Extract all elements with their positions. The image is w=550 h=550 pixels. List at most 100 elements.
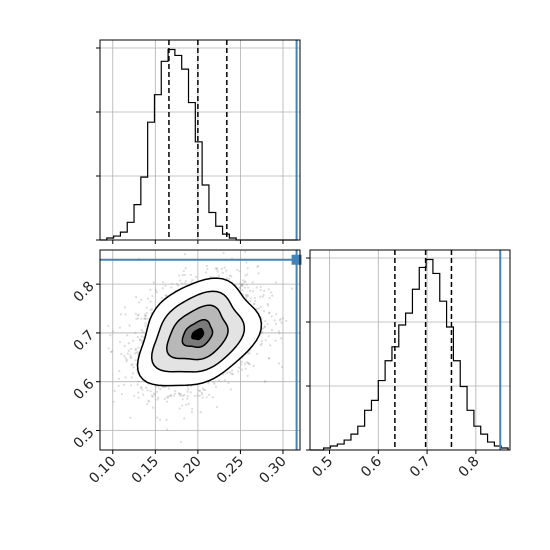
scatter-point (248, 289, 252, 292)
scatter-point (120, 352, 123, 356)
scatter-point (138, 301, 141, 304)
scatter-point (159, 388, 162, 391)
scatter-point (166, 428, 169, 431)
scatter-point (134, 331, 137, 334)
scatter-point (155, 390, 158, 393)
scatter-point (255, 286, 258, 289)
scatter-point (249, 300, 252, 303)
scatter-point (213, 382, 216, 385)
contour-line-1 (150, 290, 246, 373)
scatter-point (181, 404, 184, 407)
joint-truth-marker (291, 254, 302, 265)
scatter-point (136, 314, 139, 317)
scatter-point (247, 286, 250, 289)
scatter-point (169, 394, 172, 397)
scatter-point (141, 393, 145, 396)
scatter-point (158, 418, 162, 421)
joint-xtick-label-4: 0.30 (256, 454, 289, 487)
scatter-point (214, 267, 217, 270)
scatter-point (144, 322, 147, 325)
scatter-point (261, 327, 265, 330)
scatter-point (228, 274, 231, 277)
scatter-point (222, 373, 225, 376)
scatter-point (195, 275, 198, 279)
scatter-point (165, 294, 168, 297)
scatter-point (136, 336, 140, 339)
scatter-point (132, 372, 135, 375)
scatter-point (144, 314, 147, 317)
scatter-point (140, 317, 143, 320)
scatter-point (251, 281, 254, 284)
y-hist-xtick-label-0: 0.5 (309, 454, 336, 481)
scatter-point (253, 296, 256, 300)
scatter-point (118, 326, 121, 329)
scatter-point (132, 366, 135, 369)
scatter-point (183, 273, 186, 276)
scatter-point (189, 273, 192, 276)
scatter-point (241, 285, 244, 288)
scatter-point (154, 288, 158, 291)
scatter-point (220, 267, 223, 270)
scatter-point (137, 396, 140, 399)
scatter-point (227, 381, 230, 384)
scatter-point (217, 379, 221, 382)
scatter-point (166, 400, 169, 403)
scatter-point (137, 351, 140, 354)
scatter-point (205, 264, 208, 268)
scatter-point (128, 324, 131, 327)
scatter-point (238, 286, 242, 289)
contour-line-2 (166, 304, 229, 361)
scatter-point (137, 346, 140, 349)
scatter-point (137, 380, 140, 383)
x-hist-histogram-step (100, 48, 298, 241)
scatter-point (251, 290, 255, 293)
scatter-point (125, 358, 128, 361)
scatter-point (184, 280, 187, 283)
scatter-point (274, 339, 277, 342)
scatter-point (144, 317, 147, 320)
scatter-point (178, 279, 181, 282)
scatter-point (236, 268, 239, 271)
scatter-point (228, 277, 231, 280)
scatter-point (140, 335, 143, 338)
scatter-point (245, 361, 248, 364)
scatter-point (266, 302, 269, 306)
joint-ytick-label-2: 0.7 (71, 327, 98, 354)
scatter-point (201, 387, 204, 390)
scatter-point (246, 374, 249, 377)
scatter-point (199, 411, 202, 414)
scatter-point (109, 334, 112, 337)
scatter-point (205, 396, 208, 399)
scatter-point (186, 395, 189, 398)
scatter-point (168, 395, 171, 398)
scatter-point (246, 295, 249, 298)
scatter-point (183, 417, 186, 420)
scatter-point (258, 295, 262, 298)
scatter-point (217, 274, 220, 277)
y-hist-xtick-label-1: 0.6 (358, 453, 385, 480)
scatter-point (267, 335, 270, 338)
scatter-point (139, 338, 142, 341)
scatter-point (123, 355, 126, 358)
scatter-point (259, 344, 262, 347)
scatter-point (147, 400, 151, 403)
scatter-point (135, 295, 138, 299)
scatter-point (146, 389, 149, 392)
scatter-point (130, 376, 133, 379)
scatter-point (260, 340, 263, 343)
joint-ytick-label-3: 0.8 (71, 278, 98, 305)
scatter-point (290, 287, 293, 290)
scatter-point (140, 339, 143, 342)
scatter-point (130, 356, 133, 359)
scatter-point (144, 314, 147, 318)
scatter-point (125, 360, 128, 363)
scatter-point (161, 287, 164, 290)
scatter-point (117, 377, 121, 380)
scatter-point (160, 297, 164, 300)
scatter-point (143, 317, 146, 320)
scatter-point (181, 398, 184, 401)
scatter-point (231, 369, 234, 372)
scatter-point (107, 347, 110, 350)
scatter-point (146, 317, 149, 320)
